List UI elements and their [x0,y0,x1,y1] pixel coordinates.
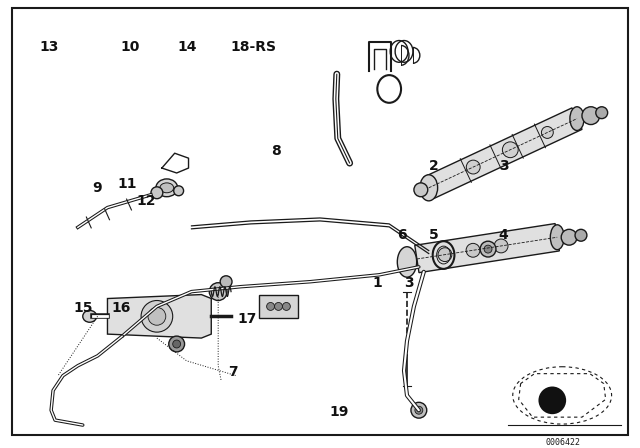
Text: 7: 7 [228,365,237,379]
Circle shape [494,239,508,253]
Circle shape [411,402,427,418]
Circle shape [282,302,291,310]
Circle shape [151,187,163,199]
Circle shape [267,302,275,310]
Circle shape [561,229,577,245]
Ellipse shape [83,310,97,322]
Circle shape [414,183,428,197]
Text: 6: 6 [397,228,407,242]
Circle shape [415,406,423,414]
Text: 3: 3 [499,159,508,173]
Circle shape [220,276,232,288]
Polygon shape [424,108,582,198]
Polygon shape [108,295,211,338]
Polygon shape [415,224,559,273]
Text: 12: 12 [136,194,156,208]
Circle shape [582,107,600,125]
Circle shape [575,229,587,241]
Ellipse shape [570,107,584,130]
Circle shape [438,248,452,262]
Circle shape [538,387,566,414]
Text: 19: 19 [330,405,349,419]
Text: 16: 16 [111,301,131,315]
Circle shape [484,245,492,253]
Circle shape [141,301,173,332]
Text: 17: 17 [237,312,257,326]
Text: 2: 2 [429,159,439,173]
Circle shape [173,340,180,348]
Text: 18-RS: 18-RS [230,40,276,54]
Ellipse shape [160,183,173,193]
Text: 5: 5 [429,228,439,242]
Circle shape [275,302,282,310]
Text: 8: 8 [271,143,280,158]
Text: 0006422: 0006422 [546,438,580,447]
Circle shape [541,126,554,138]
Text: 4: 4 [499,228,508,242]
Circle shape [596,107,607,119]
Circle shape [467,160,480,174]
Circle shape [173,186,184,196]
Text: 11: 11 [117,177,137,191]
Ellipse shape [550,225,564,250]
Circle shape [502,142,518,158]
Text: 10: 10 [120,40,140,54]
Ellipse shape [397,247,417,277]
Text: 14: 14 [177,40,197,54]
Text: 13: 13 [40,40,59,54]
Circle shape [480,241,496,257]
Text: 1: 1 [372,276,382,290]
Text: 15: 15 [73,301,93,315]
Text: 3: 3 [404,276,413,290]
Circle shape [209,283,227,301]
Polygon shape [259,295,298,318]
Circle shape [148,307,166,325]
Ellipse shape [420,175,438,201]
Text: 9: 9 [93,181,102,195]
Circle shape [169,336,184,352]
Ellipse shape [156,179,178,197]
Circle shape [466,243,480,257]
